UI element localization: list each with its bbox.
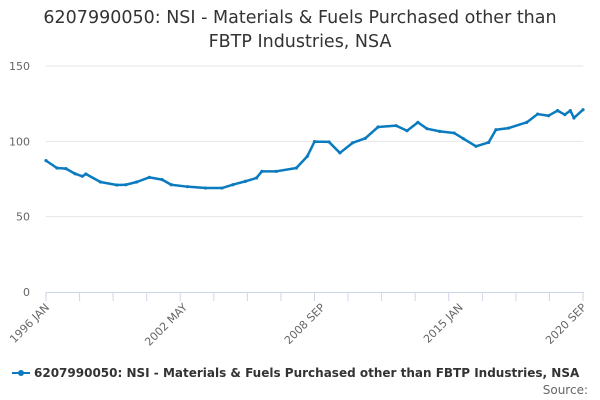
data-point xyxy=(220,186,224,190)
x-tick-label: 2002 MAY xyxy=(142,301,190,349)
data-point xyxy=(84,172,88,176)
y-axis: 0 50 100 150 xyxy=(9,60,30,299)
data-point xyxy=(135,180,139,184)
data-point xyxy=(487,140,491,144)
data-point xyxy=(169,183,173,187)
y-tick-label: 150 xyxy=(9,60,30,73)
data-point xyxy=(185,185,190,189)
data-point xyxy=(327,140,331,144)
data-point xyxy=(305,154,309,158)
data-point xyxy=(425,127,429,131)
data-point xyxy=(231,183,235,187)
data-point xyxy=(572,116,576,120)
data-point xyxy=(98,180,103,184)
data-point xyxy=(376,125,380,129)
source-label: Source: xyxy=(542,383,588,397)
data-point xyxy=(474,144,478,148)
data-point xyxy=(64,167,68,171)
y-tick-label: 50 xyxy=(16,211,30,224)
data-point xyxy=(363,136,367,140)
data-point xyxy=(44,159,48,163)
data-point xyxy=(254,176,259,180)
data-point xyxy=(274,169,279,173)
data-point xyxy=(160,178,164,182)
data-point xyxy=(115,183,119,187)
x-tick-label: 2015 JAN xyxy=(421,301,466,346)
y-tick-label: 0 xyxy=(23,286,30,299)
data-point xyxy=(568,108,572,113)
data-point xyxy=(312,140,317,144)
data-point xyxy=(461,137,465,141)
data-point xyxy=(260,169,264,173)
data-point xyxy=(73,172,77,176)
data-point xyxy=(243,179,248,183)
data-point xyxy=(405,129,409,133)
chart-title: 6207990050: NSI - Materials & Fuels Purc… xyxy=(0,6,600,54)
series-line xyxy=(45,108,584,190)
data-point xyxy=(294,166,298,170)
data-point xyxy=(124,183,128,187)
data-point xyxy=(507,126,511,130)
data-point xyxy=(416,120,420,124)
x-tick-label: 1996 JAN xyxy=(7,301,52,346)
x-tick-label: 2020 SEP xyxy=(543,301,589,347)
data-point xyxy=(525,120,529,124)
data-point xyxy=(452,131,456,135)
data-point xyxy=(536,112,540,116)
data-point xyxy=(204,186,208,190)
legend-label: 6207990050: NSI - Materials & Fuels Purc… xyxy=(34,366,580,380)
data-point xyxy=(581,108,585,112)
x-axis: 1996 JAN 2002 MAY 2008 SEP 2015 JAN 2020 SEP xyxy=(7,292,589,349)
data-point xyxy=(438,129,442,133)
series-line-group xyxy=(44,108,585,190)
chart-title-line-1: 6207990050: NSI - Materials & Fuels Purc… xyxy=(43,8,557,28)
x-tick-label: 2008 SEP xyxy=(282,301,328,347)
legend-item[interactable]: 6207990050: NSI - Materials & Fuels Purc… xyxy=(12,366,579,380)
data-point xyxy=(350,141,355,145)
data-point xyxy=(494,128,498,132)
chart-title-line-2: FBTP Industries, NSA xyxy=(208,32,392,52)
data-point xyxy=(80,174,84,178)
data-point xyxy=(147,175,152,179)
data-point xyxy=(394,124,398,128)
legend-line-marker-icon xyxy=(12,368,30,378)
data-point xyxy=(546,114,551,118)
data-point xyxy=(563,113,567,117)
data-point xyxy=(556,108,560,113)
data-point xyxy=(338,151,342,155)
y-tick-label: 100 xyxy=(9,135,30,148)
data-point xyxy=(55,166,59,170)
